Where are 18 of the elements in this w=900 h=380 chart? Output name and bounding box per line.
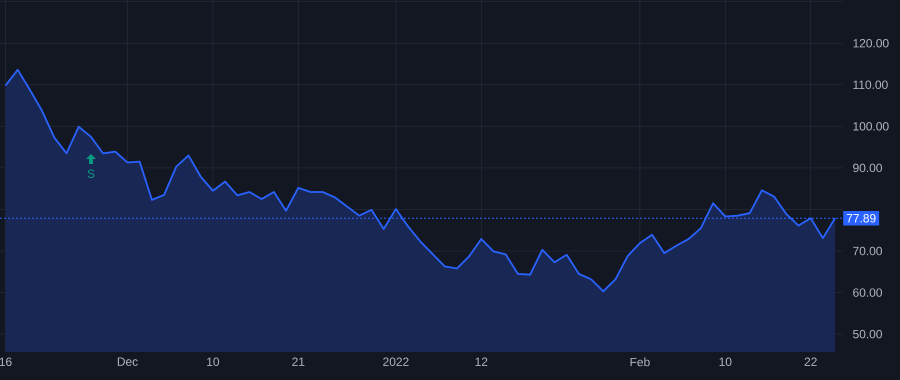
y-tick-label: 90.00	[853, 164, 882, 172]
y-tick-label: 50.00	[853, 330, 882, 338]
x-tick-label: 10	[207, 358, 220, 366]
x-tick-label: 10	[720, 358, 732, 366]
annotation: S	[88, 170, 94, 178]
x-tick-label: 22	[804, 358, 817, 366]
ref-line-label: 77.89	[846, 214, 876, 222]
x-tick-label: Dec	[118, 358, 138, 366]
y-tick-label: 100.00	[853, 122, 889, 131]
y-tick-label: 110.00	[853, 80, 888, 89]
x-tick-label: 21	[292, 358, 304, 366]
y-tick-label: 120.00	[853, 38, 889, 48]
x-tick-label: 16	[0, 358, 12, 366]
y-tick-label: 70.00	[853, 246, 882, 256]
x-tick-label: 2022	[383, 358, 409, 366]
y-tick-label: 60.00	[853, 288, 882, 297]
x-tick-label: 12	[476, 358, 488, 366]
x-tick-label: Feb	[630, 358, 650, 366]
